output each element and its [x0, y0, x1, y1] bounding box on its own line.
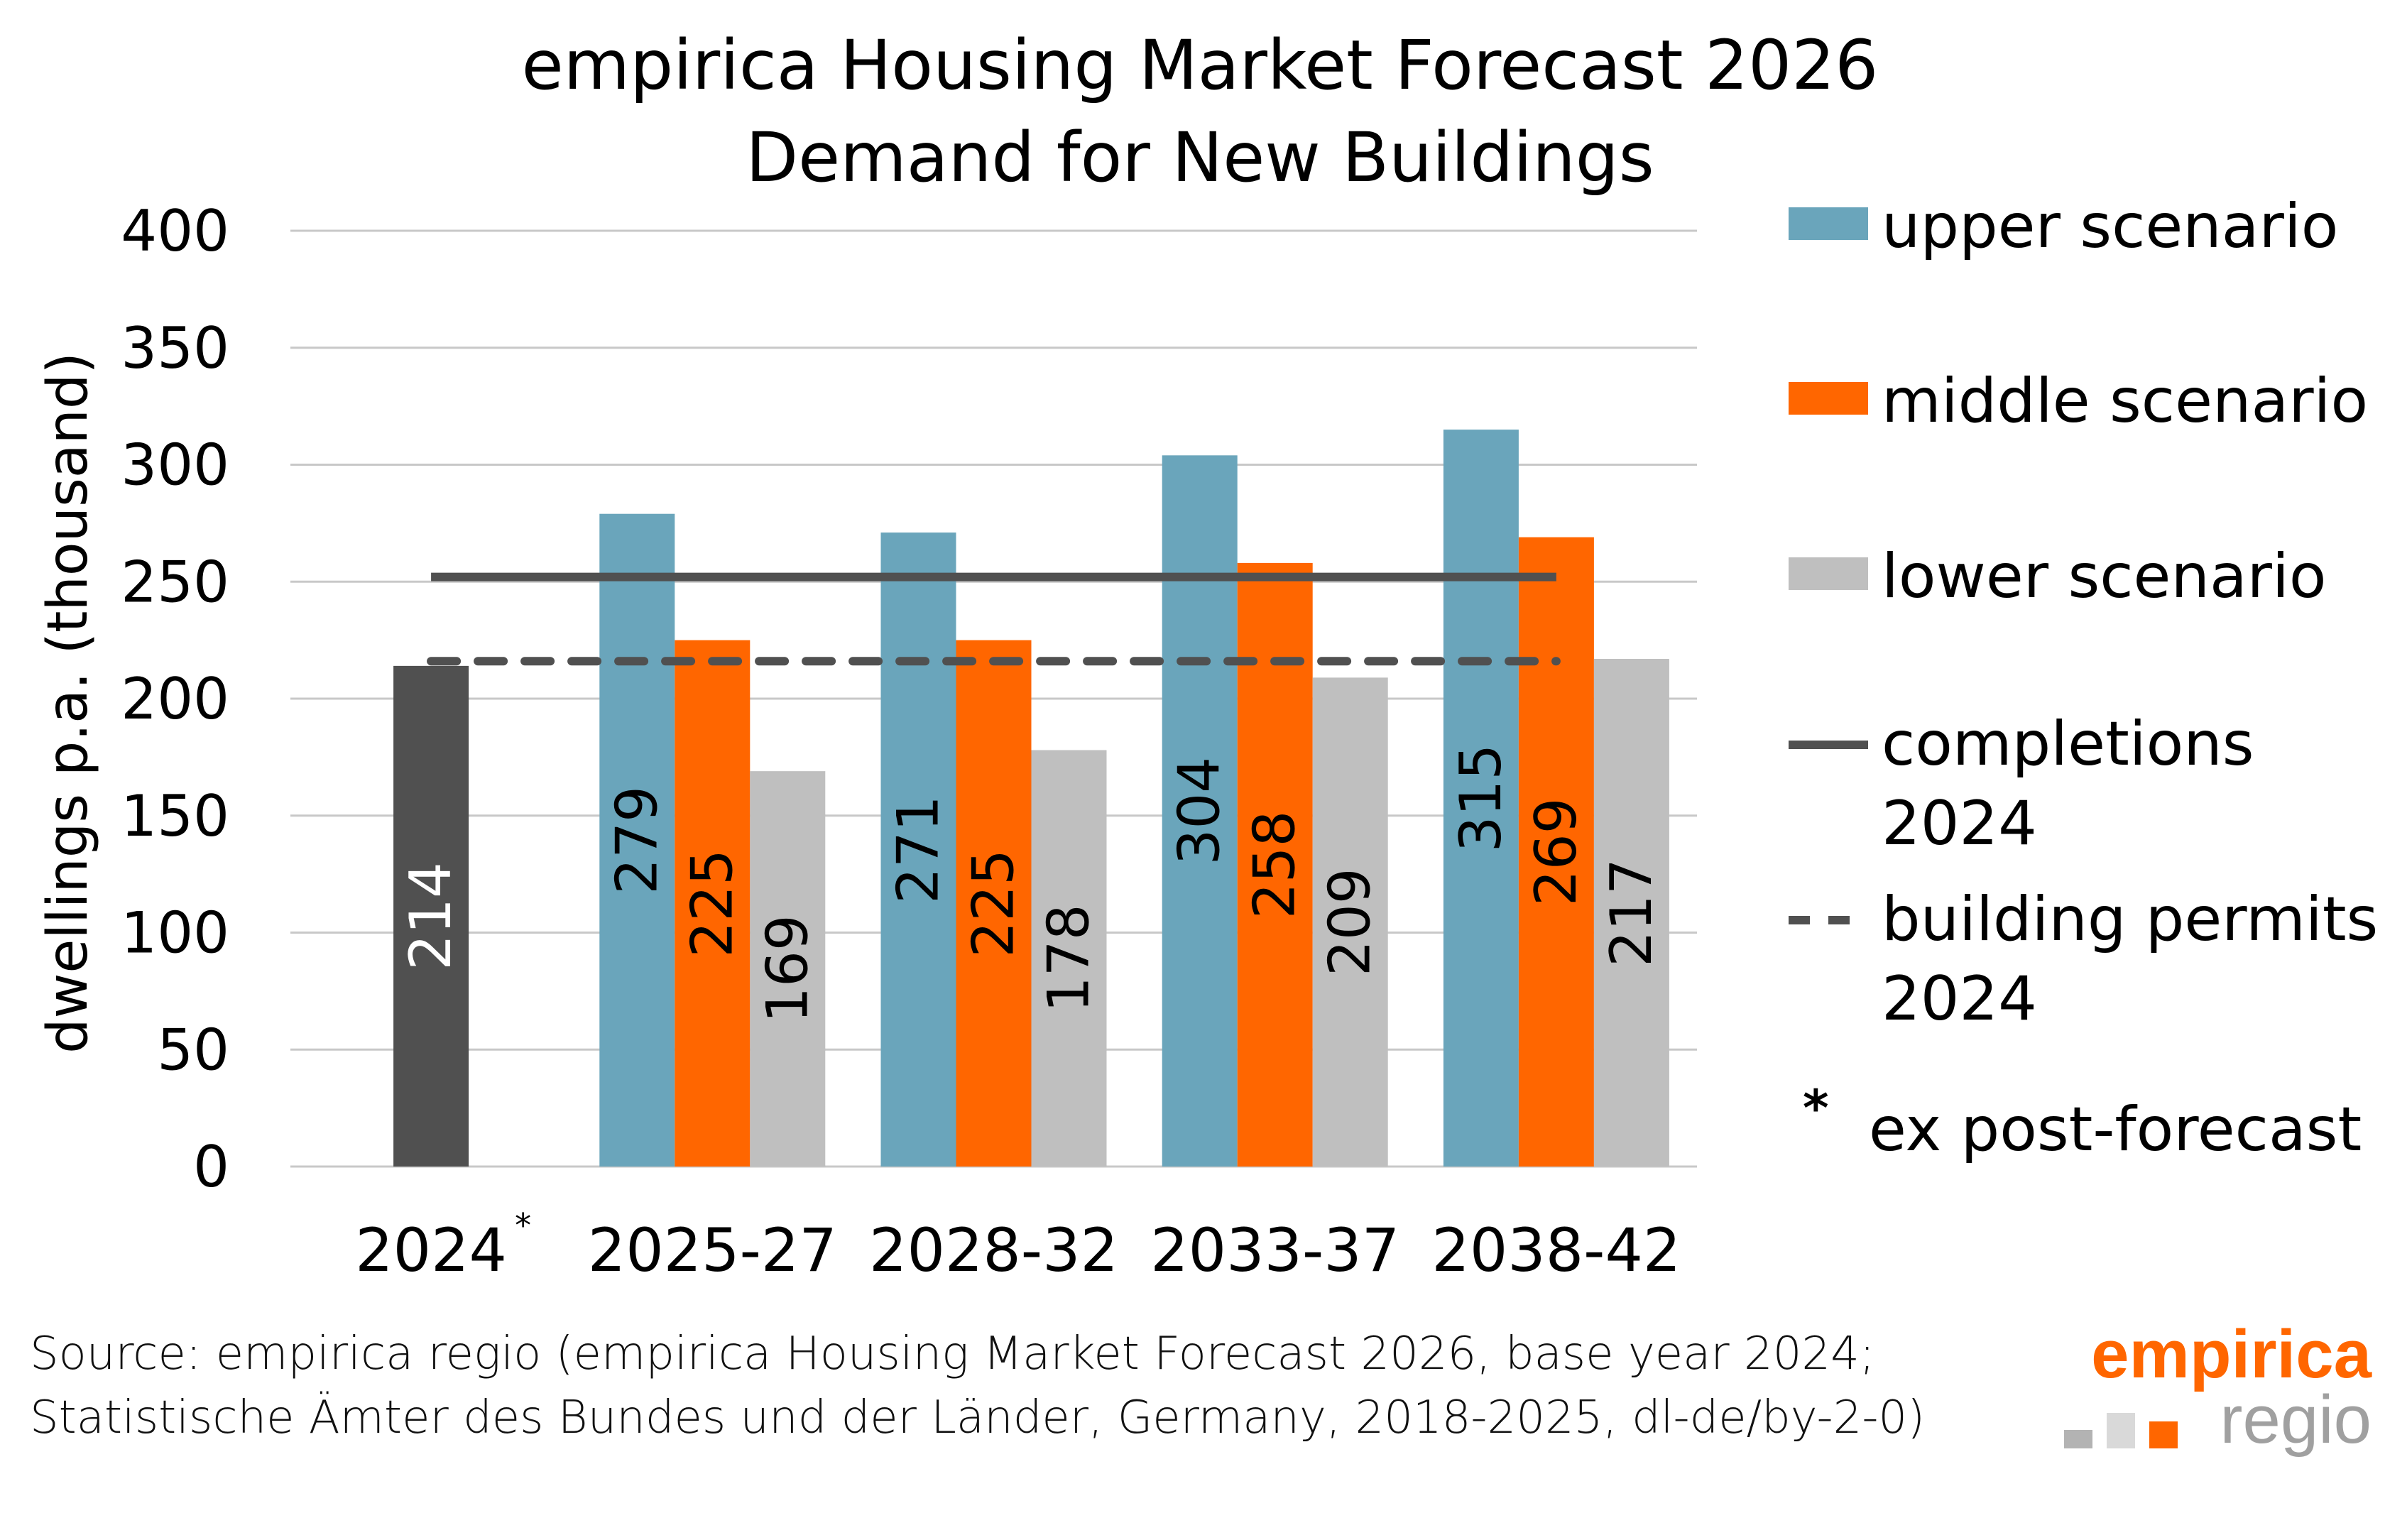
y-tick-label: 350: [121, 315, 229, 381]
y-tick-label: 50: [157, 1017, 229, 1083]
data-label: 225: [961, 849, 1027, 958]
data-label: 271: [885, 795, 951, 904]
y-tick-label: 200: [121, 666, 229, 732]
y-tick-label: 150: [121, 783, 229, 849]
legend-swatch: [1789, 557, 1868, 590]
data-label: 279: [604, 786, 670, 895]
logo-main-text: empirica: [2091, 1316, 2372, 1392]
y-tick-label: 250: [121, 549, 229, 615]
bar-upper-scenario: [1443, 430, 1519, 1167]
data-label: 269: [1523, 797, 1589, 906]
bar-lower-scenario: [1312, 677, 1388, 1167]
logo-sub: regio: [2045, 1382, 2372, 1458]
x-tick-label: 2028-32: [869, 1216, 1118, 1285]
bar-lower-scenario: [1031, 750, 1107, 1167]
bar-middle-scenario: [956, 640, 1032, 1167]
bar-upper-scenario: [599, 513, 675, 1167]
data-label: 258: [1242, 811, 1308, 919]
bar-middle-scenario: [675, 640, 751, 1167]
x-tick-superscript: *: [515, 1206, 531, 1245]
legend-swatch: [1789, 207, 1868, 240]
logo-square-3: [2149, 1421, 2178, 1448]
bar-upper-scenario: [880, 533, 956, 1167]
x-tick-label: 2038-42: [1431, 1216, 1681, 1285]
x-tick-label: 2033-37: [1150, 1216, 1399, 1285]
x-tick-label: 2025-27: [588, 1216, 837, 1285]
logo-sub-text: regio: [2220, 1382, 2372, 1458]
chart-title-line2: Demand for New Buildings: [746, 118, 1654, 197]
footnote-symbol: *: [1803, 1079, 1829, 1137]
y-tick-label: 300: [121, 432, 229, 498]
legend-label: building permits: [1882, 884, 2378, 955]
legend-label: completions: [1882, 709, 2254, 780]
x-tick-label: 2024: [355, 1216, 507, 1285]
data-label: 315: [1448, 744, 1514, 853]
y-axis-label: dwellings p.a. (thousand): [36, 352, 100, 1054]
data-label: 225: [679, 849, 745, 958]
data-label: 217: [1598, 858, 1664, 967]
bar-middle-scenario: [1518, 537, 1594, 1167]
y-tick-label: 0: [193, 1134, 229, 1200]
data-label: 169: [754, 914, 820, 1023]
chart-title-line1: empirica Housing Market Forecast 2026: [522, 26, 1879, 105]
data-label: 304: [1167, 757, 1233, 865]
footnote-text: ex post-forecast: [1869, 1094, 2362, 1165]
legend-label: middle scenario: [1882, 366, 2368, 437]
logo-square-1: [2063, 1430, 2092, 1448]
y-tick-label: 100: [121, 900, 229, 966]
empirica-regio-logo: empirica regio: [2045, 1316, 2372, 1458]
legend-label: 2024: [1882, 788, 2037, 859]
bar-lower-scenario: [750, 771, 826, 1167]
legend-swatch: [1789, 382, 1868, 415]
logo-square-2: [2106, 1413, 2135, 1448]
source-note: Source: empirica regio (empirica Housing…: [30, 1328, 1926, 1444]
legend-label: upper scenario: [1882, 191, 2338, 262]
bar-lower-scenario: [1593, 658, 1669, 1167]
legend-label: 2024: [1882, 963, 2037, 1034]
data-label: 214: [398, 862, 464, 971]
data-label: 178: [1036, 904, 1102, 1012]
bar-2024-actual: [393, 665, 469, 1167]
data-label: 209: [1317, 868, 1383, 976]
legend-label: lower scenario: [1882, 541, 2327, 612]
y-tick-label: 400: [121, 198, 229, 264]
